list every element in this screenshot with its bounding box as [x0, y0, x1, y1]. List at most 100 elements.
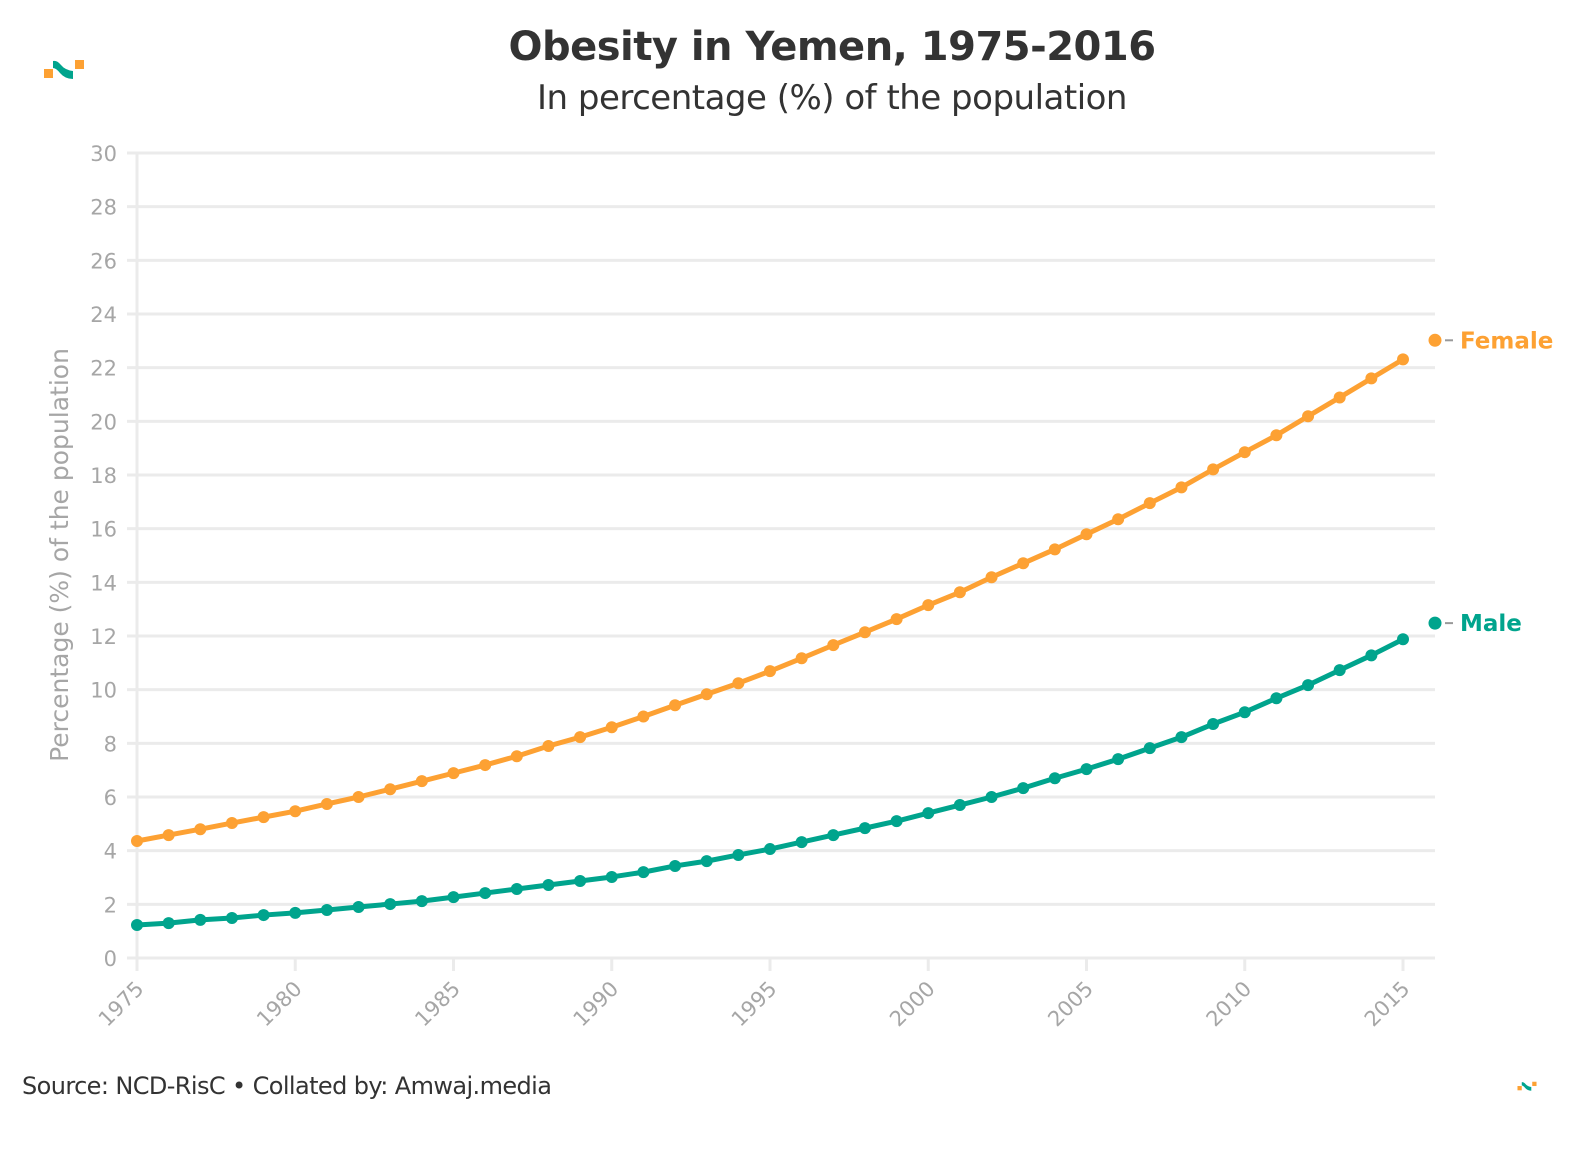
x-tick-label: 2000 [885, 977, 940, 1032]
data-point[interactable] [447, 767, 460, 780]
y-tick-label: 10 [90, 679, 117, 703]
data-point[interactable] [479, 759, 492, 772]
data-point[interactable] [1207, 463, 1220, 476]
data-point[interactable] [1112, 753, 1125, 766]
y-tick-label: 24 [90, 303, 117, 327]
data-point[interactable] [922, 807, 935, 820]
data-point[interactable] [1428, 616, 1442, 630]
data-point[interactable] [131, 835, 143, 848]
data-point[interactable] [194, 823, 207, 836]
gridlines [127, 151, 1435, 970]
data-point[interactable] [1238, 706, 1251, 719]
data-point[interactable] [1175, 481, 1188, 494]
data-point[interactable] [447, 891, 460, 904]
data-point[interactable] [732, 677, 745, 690]
data-point[interactable] [700, 688, 713, 701]
x-tick-label: 2015 [1360, 977, 1415, 1032]
data-point[interactable] [352, 791, 365, 803]
data-point[interactable] [415, 775, 428, 788]
data-point[interactable] [1048, 772, 1061, 785]
data-point[interactable] [1175, 731, 1188, 744]
y-tick-label: 12 [90, 625, 117, 649]
data-point[interactable] [795, 652, 808, 665]
data-point[interactable] [320, 797, 333, 810]
data-point[interactable] [415, 895, 428, 908]
data-point[interactable] [1365, 372, 1378, 385]
data-point[interactable] [542, 879, 555, 892]
data-point[interactable] [1397, 633, 1409, 646]
data-point[interactable] [953, 586, 966, 599]
data-point[interactable] [225, 817, 238, 830]
data-point[interactable] [605, 870, 618, 883]
data-point[interactable] [510, 883, 523, 896]
data-point[interactable] [1365, 649, 1378, 662]
data-point[interactable] [1017, 557, 1030, 570]
data-point[interactable] [1112, 513, 1125, 526]
data-point[interactable] [479, 887, 492, 900]
data-point[interactable] [1143, 497, 1156, 510]
data-point[interactable] [1207, 718, 1220, 731]
data-point[interactable] [1238, 446, 1251, 459]
data-point[interactable] [1428, 333, 1442, 347]
data-point[interactable] [257, 811, 270, 824]
data-point[interactable] [1302, 410, 1315, 423]
data-point[interactable] [858, 626, 871, 639]
data-point[interactable] [1333, 391, 1346, 404]
data-point[interactable] [162, 829, 175, 842]
data-point[interactable] [1270, 429, 1283, 442]
data-point[interactable] [510, 750, 523, 763]
data-point[interactable] [953, 799, 966, 812]
data-point[interactable] [1017, 782, 1030, 795]
data-point[interactable] [669, 859, 682, 872]
data-point[interactable] [827, 639, 840, 652]
series-line [136, 357, 1405, 844]
data-point[interactable] [542, 740, 555, 753]
data-point[interactable] [605, 721, 618, 734]
data-point[interactable] [289, 906, 302, 919]
data-point[interactable] [890, 815, 903, 828]
x-tick-label: 1975 [94, 977, 149, 1032]
data-point[interactable] [1048, 543, 1061, 556]
y-tick-label: 18 [90, 464, 117, 488]
data-point[interactable] [257, 909, 270, 922]
data-point[interactable] [637, 866, 650, 879]
data-point[interactable] [890, 613, 903, 626]
data-point[interactable] [1270, 692, 1283, 705]
chart-title: Obesity in Yemen, 1975-2016 [508, 24, 1156, 70]
y-tick-label: 4 [104, 840, 117, 864]
data-point[interactable] [669, 699, 682, 712]
data-point[interactable] [1080, 763, 1093, 776]
data-point[interactable] [795, 836, 808, 849]
data-point[interactable] [194, 913, 207, 926]
data-point[interactable] [1397, 353, 1409, 366]
y-tick-label: 2 [104, 893, 117, 917]
data-point[interactable] [922, 599, 935, 612]
data-point[interactable] [574, 731, 587, 744]
data-point[interactable] [1143, 742, 1156, 755]
data-point[interactable] [827, 829, 840, 842]
amwaj-logo-icon [43, 59, 85, 81]
data-point[interactable] [289, 805, 302, 818]
data-point[interactable] [1333, 664, 1346, 677]
data-point[interactable] [574, 874, 587, 887]
data-point[interactable] [352, 901, 365, 914]
data-point[interactable] [985, 571, 998, 584]
data-point[interactable] [225, 912, 238, 925]
data-point[interactable] [1302, 679, 1315, 692]
data-point[interactable] [637, 710, 650, 723]
y-tick-label: 16 [90, 518, 117, 542]
data-point[interactable] [858, 822, 871, 835]
series-label-female: Female [1460, 328, 1553, 354]
x-tick-label: 1980 [252, 977, 307, 1032]
data-point[interactable] [384, 898, 397, 911]
data-point[interactable] [320, 903, 333, 916]
data-point[interactable] [764, 665, 776, 678]
data-point[interactable] [131, 918, 143, 931]
data-point[interactable] [1080, 528, 1093, 541]
data-point[interactable] [732, 848, 745, 861]
data-point[interactable] [162, 917, 175, 930]
data-point[interactable] [384, 783, 397, 796]
data-point[interactable] [985, 791, 998, 803]
data-point[interactable] [700, 855, 713, 868]
data-point[interactable] [764, 843, 776, 856]
